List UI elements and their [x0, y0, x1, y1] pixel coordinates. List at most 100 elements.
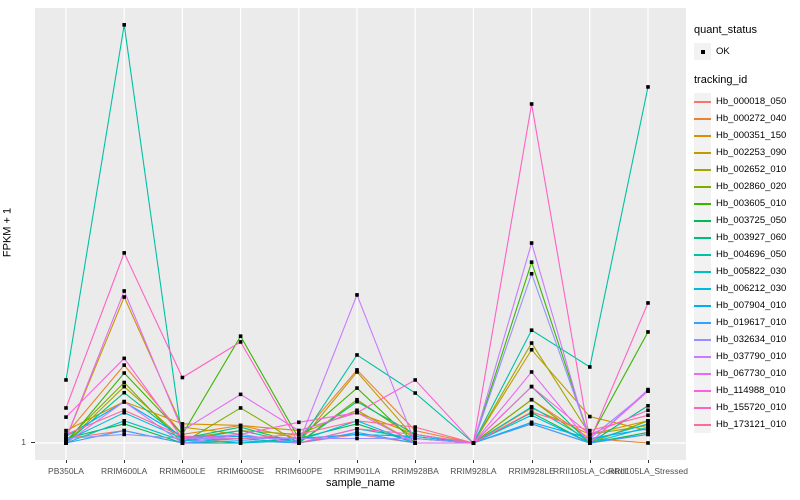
data-point — [238, 406, 243, 410]
data-point — [180, 438, 185, 443]
legend-line-swatch — [694, 406, 711, 409]
legend-key-box — [694, 331, 711, 348]
x-tick-label-RRII105LA_Stressed: RRII105LA_Stressed — [608, 466, 688, 476]
legend-key-box — [694, 212, 711, 229]
data-point — [471, 441, 476, 445]
y-tick-mark — [31, 442, 35, 443]
data-point — [122, 408, 126, 413]
data-point — [122, 363, 126, 367]
data-point — [529, 422, 534, 426]
legend-key-box — [694, 144, 711, 161]
data-point — [64, 441, 68, 445]
x-tick-mark — [66, 460, 67, 463]
data-point — [64, 432, 68, 437]
legend-line-swatch — [694, 355, 711, 358]
legend-line-swatch — [694, 287, 711, 290]
data-point — [238, 340, 243, 344]
data-point — [588, 438, 592, 443]
data-point — [355, 436, 359, 441]
data-point — [64, 428, 68, 433]
x-tick-mark — [298, 460, 300, 463]
data-point — [588, 436, 592, 441]
legend-item-label: Hb_067730_010 — [716, 368, 787, 379]
data-point — [355, 422, 359, 426]
legend-item-Hb_155720_010: Hb_155720_010 — [694, 399, 800, 416]
legend-key-box — [694, 246, 711, 263]
x-tick-label-RRIM928LE: RRIM928LE — [508, 466, 555, 476]
data-point — [529, 260, 534, 264]
data-point — [180, 432, 185, 437]
data-point — [238, 425, 243, 429]
legend-key-box — [694, 416, 711, 433]
data-point — [238, 428, 243, 433]
data-point — [64, 438, 68, 443]
data-point — [297, 441, 301, 445]
legend-item-Hb_019617_010: Hb_019617_010 — [694, 314, 800, 331]
legend-item-label: Hb_003605_010 — [716, 198, 787, 209]
data-point — [355, 386, 359, 390]
legend-item-Hb_000272_040: Hb_000272_040 — [694, 110, 800, 127]
data-point — [529, 341, 534, 345]
legend-item-label: Hb_004696_050 — [716, 249, 787, 260]
legend-line-swatch — [694, 389, 711, 392]
x-tick-mark — [182, 460, 184, 463]
data-point — [64, 415, 68, 419]
data-point — [355, 410, 359, 415]
data-point — [646, 301, 650, 305]
legend-item-Hb_002652_010: Hb_002652_010 — [694, 161, 800, 178]
data-point — [238, 392, 243, 397]
data-point — [646, 430, 650, 435]
legend-key-box — [694, 280, 711, 297]
legend-line-swatch — [694, 338, 711, 341]
data-point — [413, 391, 417, 395]
data-point — [297, 420, 301, 425]
data-point — [122, 251, 126, 255]
legend-line-swatch — [694, 202, 711, 205]
legend-item-Hb_005822_030: Hb_005822_030 — [694, 263, 800, 280]
legend-item-label: Hb_000351_150 — [716, 130, 787, 141]
data-point — [355, 399, 359, 404]
x-tick-mark — [124, 460, 126, 463]
data-point — [122, 356, 126, 361]
legend-quant-status-title: quant_status — [694, 24, 757, 36]
legend-item-Hb_067730_010: Hb_067730_010 — [694, 365, 800, 382]
data-point — [646, 330, 650, 334]
legend-line-swatch — [694, 134, 711, 137]
legend-item-Hb_002860_020: Hb_002860_020 — [694, 178, 800, 195]
legend-item-label: Hb_002860_020 — [716, 181, 787, 192]
data-point — [355, 430, 359, 435]
legend-item-label: Hb_155720_010 — [716, 402, 787, 413]
legend-line-swatch — [694, 168, 711, 171]
legend-item-Hb_004696_050: Hb_004696_050 — [694, 246, 800, 263]
legend-item-Hb_002253_090: Hb_002253_090 — [694, 144, 800, 161]
point-icon — [700, 49, 705, 54]
x-tick-mark — [648, 460, 649, 463]
data-point — [180, 375, 185, 380]
x-tick-label-RRII105LA_Control: RRII105LA_Control — [552, 466, 627, 476]
legend-item-label: Hb_006212_030 — [716, 283, 787, 294]
legend-item-label: Hb_003725_050 — [716, 215, 787, 226]
legend-item-label: Hb_019617_010 — [716, 317, 787, 328]
legend-key-box — [694, 314, 711, 331]
legend-key-box — [694, 110, 711, 127]
x-tick-label-PB350LA: PB350LA — [48, 466, 84, 476]
data-point — [413, 428, 417, 433]
legend-line-swatch — [694, 100, 711, 103]
data-point — [238, 432, 243, 437]
data-point — [413, 378, 417, 382]
data-point — [413, 434, 417, 439]
data-point — [529, 410, 534, 414]
data-point — [64, 378, 68, 382]
x-tick-mark — [589, 460, 591, 463]
data-point — [355, 370, 359, 374]
legend-item-Hb_000351_150: Hb_000351_150 — [694, 127, 800, 144]
legend-line-swatch — [694, 423, 711, 426]
data-point — [588, 414, 592, 419]
x-tick-label-RRIM928BA: RRIM928BA — [391, 466, 439, 476]
data-point — [413, 425, 417, 429]
data-point — [355, 408, 359, 413]
x-tick-label-RRIM600LA: RRIM600LA — [101, 466, 148, 476]
data-point — [588, 432, 592, 437]
data-point — [180, 434, 185, 439]
